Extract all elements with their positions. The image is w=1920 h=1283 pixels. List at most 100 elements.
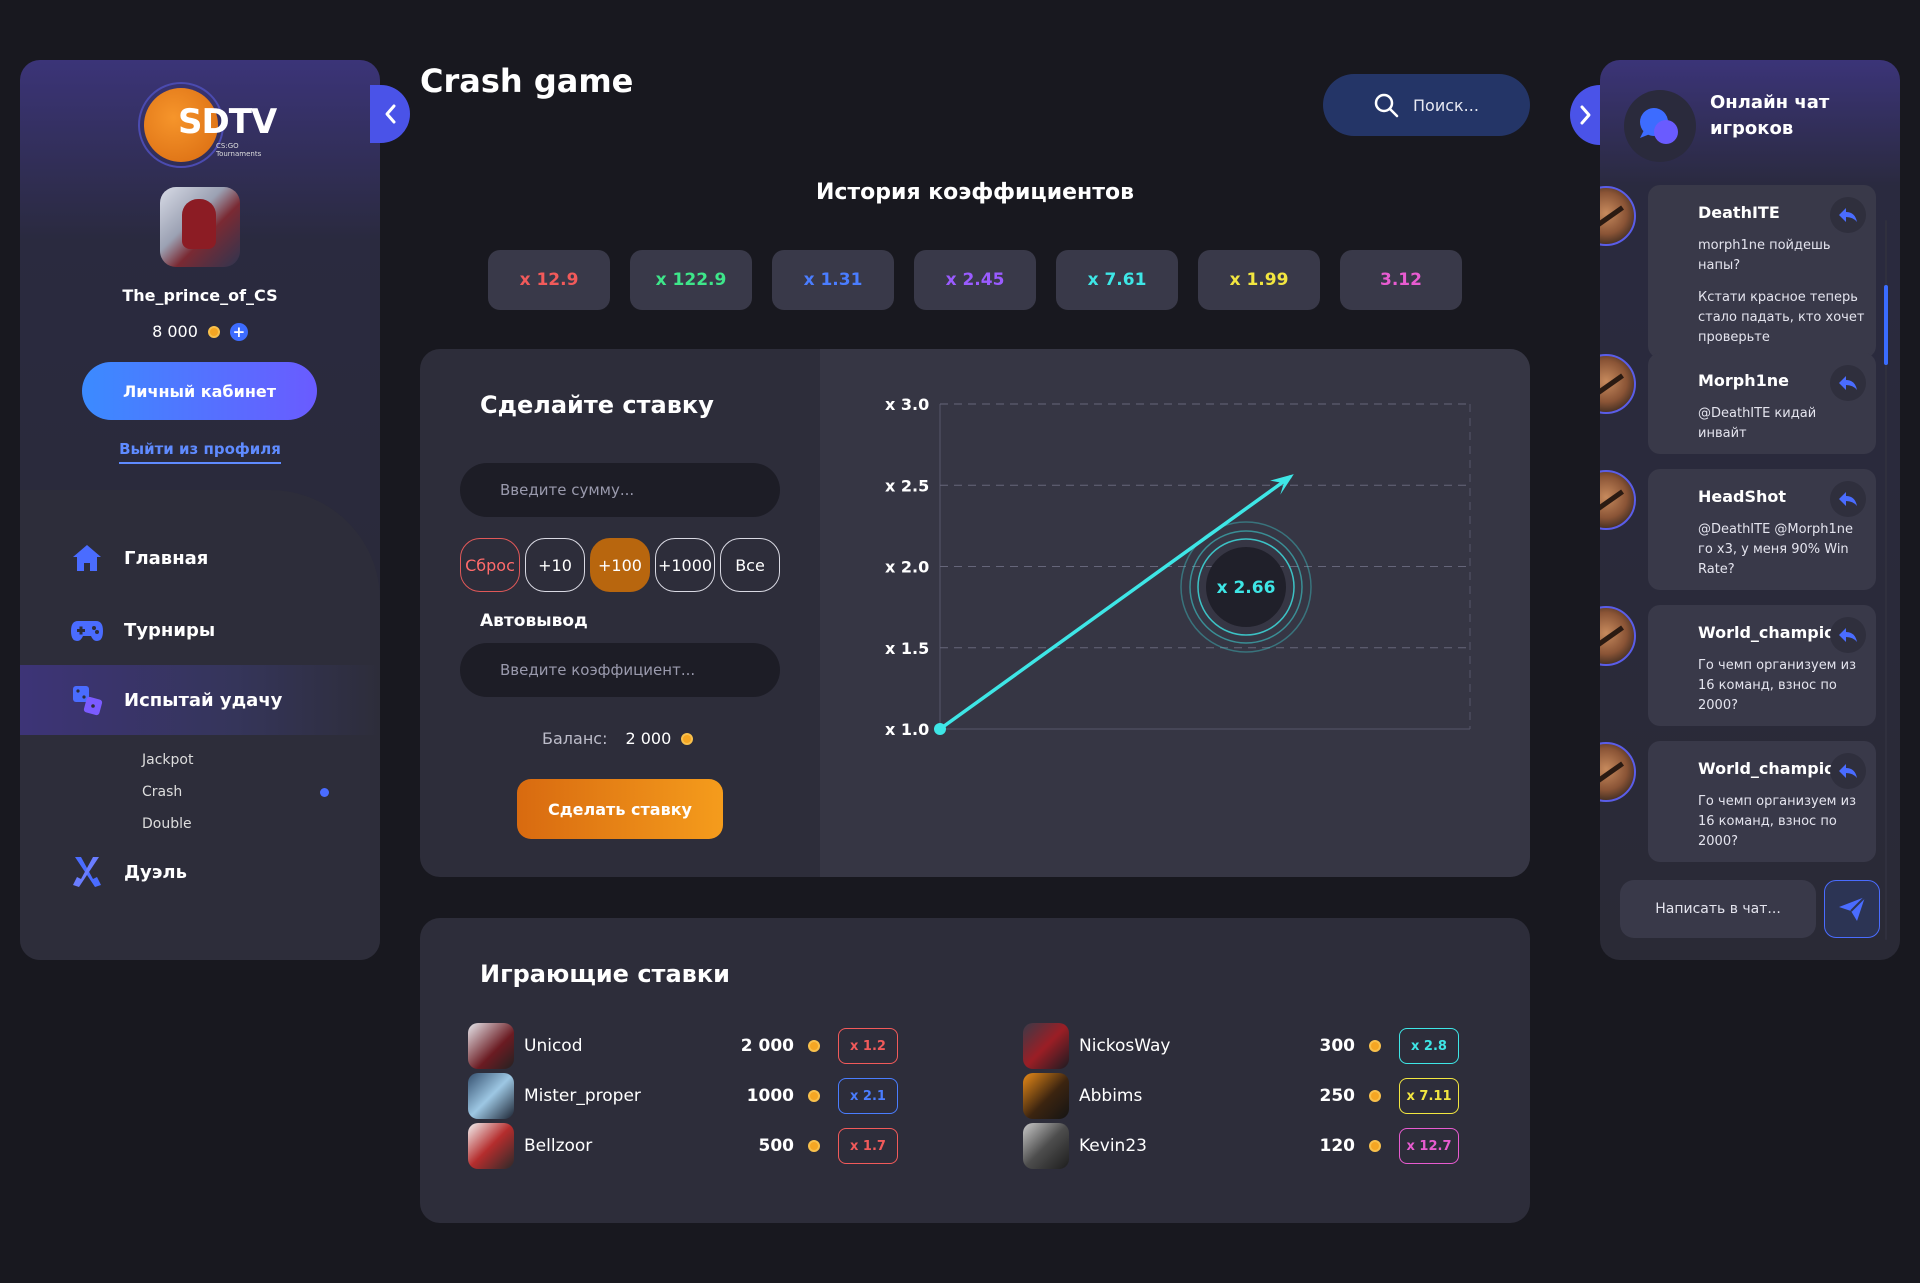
- chat-message: World_champion Го чемп организуем из 16 к…: [1648, 605, 1876, 726]
- bet-amount: 1000: [747, 1086, 820, 1106]
- chat-author: World_champion: [1698, 759, 1847, 778]
- y-tick-label: x 2.5: [885, 476, 929, 495]
- make-bet-button[interactable]: Сделать ставку: [517, 779, 723, 839]
- collapse-chat-button[interactable]: [1570, 85, 1602, 145]
- bet-amount-value: 2 000: [740, 1036, 794, 1056]
- chat-message: World_champion Го чемп организуем из 16 к…: [1648, 741, 1876, 862]
- player-name: NickosWay: [1079, 1036, 1171, 1056]
- amount-input[interactable]: Введите сумму...: [460, 463, 780, 517]
- nav-item-luck[interactable]: Испытай удачу: [20, 665, 380, 735]
- logout-label[interactable]: Выйти из профиля: [119, 440, 281, 464]
- reply-button[interactable]: [1830, 365, 1866, 401]
- balance-label: Баланс:: [542, 729, 608, 748]
- coin-icon: [1369, 1090, 1381, 1102]
- add-10-chip[interactable]: +10: [525, 538, 585, 592]
- chat-input[interactable]: Написать в чат...: [1620, 880, 1816, 938]
- sub-item-jackpot[interactable]: Jackpot: [142, 752, 194, 768]
- player-avatar[interactable]: [1023, 1073, 1069, 1119]
- chat-author: World_champion: [1698, 623, 1847, 642]
- bet-amount: 2 000: [741, 1036, 820, 1056]
- bet-amount-value: 250: [1319, 1086, 1356, 1106]
- add-balance-button[interactable]: +: [229, 322, 248, 341]
- coin-icon: [808, 1140, 820, 1152]
- player-avatar[interactable]: [468, 1023, 514, 1069]
- autocashout-label: Автовывод: [480, 611, 588, 631]
- page-title: Crash game: [420, 62, 634, 100]
- reply-button[interactable]: [1830, 481, 1866, 517]
- chat-user-avatar[interactable]: [1600, 606, 1636, 666]
- nav-label-duel: Дуэль: [124, 861, 187, 883]
- nav-item-duel[interactable]: Дуэль: [20, 837, 380, 907]
- search-input[interactable]: Поиск...: [1323, 74, 1530, 136]
- coefficient-placeholder: Введите коэффициент...: [500, 661, 696, 679]
- reset-chip[interactable]: Сброс: [460, 538, 520, 592]
- nav-item-tournaments[interactable]: Турниры: [20, 595, 380, 665]
- nav-item-home[interactable]: Главная: [20, 523, 380, 593]
- chat-scrollbar[interactable]: [1885, 220, 1887, 940]
- bet-row: NickosWay 300 x 2.8: [1023, 1023, 1459, 1069]
- logout-link[interactable]: Выйти из профиля: [20, 440, 380, 464]
- chevron-left-icon: [385, 104, 396, 124]
- bet-row: Bellzoor 500 x 1.7: [468, 1123, 898, 1169]
- reply-button[interactable]: [1830, 617, 1866, 653]
- collapse-sidebar-button[interactable]: [370, 85, 410, 143]
- search-placeholder: Поиск...: [1413, 95, 1479, 115]
- reply-button[interactable]: [1830, 753, 1866, 789]
- avatar[interactable]: [160, 187, 240, 267]
- sub-item-crash[interactable]: Crash: [142, 784, 183, 800]
- bet-amount-value: 300: [1319, 1036, 1356, 1056]
- dice-icon: [70, 683, 104, 717]
- crash-chart: x 3.0 x 2.5 x 2.0 x 1.5 x 1.0 x 2.66: [885, 395, 1471, 739]
- reply-button[interactable]: [1830, 197, 1866, 233]
- reply-icon: [1839, 208, 1857, 222]
- chat-message: DeathITE morph1ne пойдешь напы? Кстати кра…: [1648, 185, 1876, 358]
- bet-coef-badge: x 1.2: [838, 1028, 898, 1064]
- bet-amount: 500: [758, 1136, 820, 1156]
- coefficient-input[interactable]: Введите коэффициент...: [460, 643, 780, 697]
- player-avatar[interactable]: [468, 1073, 514, 1119]
- amount-chips: Сброс +10 +100 +1000 Все: [460, 538, 780, 592]
- chevron-right-icon: [1580, 105, 1591, 125]
- bet-amount-value: 500: [758, 1136, 795, 1156]
- add-1000-chip[interactable]: +1000: [655, 538, 715, 592]
- coin-icon: [1369, 1040, 1381, 1052]
- y-tick-label: x 2.0: [885, 558, 929, 577]
- player-avatar[interactable]: [1023, 1123, 1069, 1169]
- chat-user-avatar[interactable]: [1600, 742, 1636, 802]
- reply-icon: [1839, 628, 1857, 642]
- radar-ring: [1197, 538, 1295, 636]
- chat-text: Го чемп организуем из 16 команд, взнос п…: [1698, 794, 1856, 849]
- chat-user-avatar[interactable]: [1600, 354, 1636, 414]
- logo-ring: [138, 82, 224, 168]
- player-avatar[interactable]: [468, 1123, 514, 1169]
- cabinet-button[interactable]: Личный кабинет: [82, 362, 317, 420]
- coef-history-item: x 1.31: [772, 250, 894, 310]
- bet-amount-value: 1000: [746, 1086, 794, 1106]
- player-name: Mister_proper: [524, 1086, 641, 1106]
- logo-subtitle: CS:GO Tournaments: [216, 142, 262, 158]
- chat-text: Го чемп организуем из 16 команд, взнос п…: [1698, 658, 1856, 713]
- chat-message: HeadShot @DeathITE @Morph1ne го х3, у мен…: [1648, 469, 1876, 590]
- chat-user-avatar[interactable]: [1600, 470, 1636, 530]
- chat-scrollbar-thumb[interactable]: [1884, 285, 1888, 365]
- bet-panel: Сделайте ставку Введите сумму... Сброс +…: [420, 349, 1530, 877]
- sub-item-double[interactable]: Double: [142, 816, 192, 832]
- balance-amount-value: 2 000: [625, 729, 672, 748]
- coef-history-item: x 7.61: [1056, 250, 1178, 310]
- bet-row: Mister_proper 1000 x 2.1: [468, 1073, 898, 1119]
- sdtv-logo[interactable]: SDTV CS:GO Tournaments: [138, 82, 298, 168]
- send-button[interactable]: [1824, 880, 1880, 938]
- bet-coef-badge: x 2.1: [838, 1078, 898, 1114]
- username: The_prince_of_CS: [122, 286, 278, 305]
- add-100-chip[interactable]: +100: [590, 538, 650, 592]
- bet-amount-value: 120: [1319, 1136, 1356, 1156]
- chat-text: @DeathITE @Morph1ne го х3, у меня 90% Wi…: [1698, 522, 1853, 577]
- current-coef-circle: [1206, 547, 1286, 627]
- player-avatar[interactable]: [1023, 1023, 1069, 1069]
- all-chip[interactable]: Все: [720, 538, 780, 592]
- bet-row: Unicod 2 000 x 1.2: [468, 1023, 898, 1069]
- chat-user-avatar[interactable]: [1600, 186, 1636, 246]
- y-tick-label: x 3.0: [885, 395, 929, 414]
- coef-history-item: x 2.45: [914, 250, 1036, 310]
- chat-panel: Онлайн чат игроков Написать в чат... Dea…: [1600, 60, 1900, 960]
